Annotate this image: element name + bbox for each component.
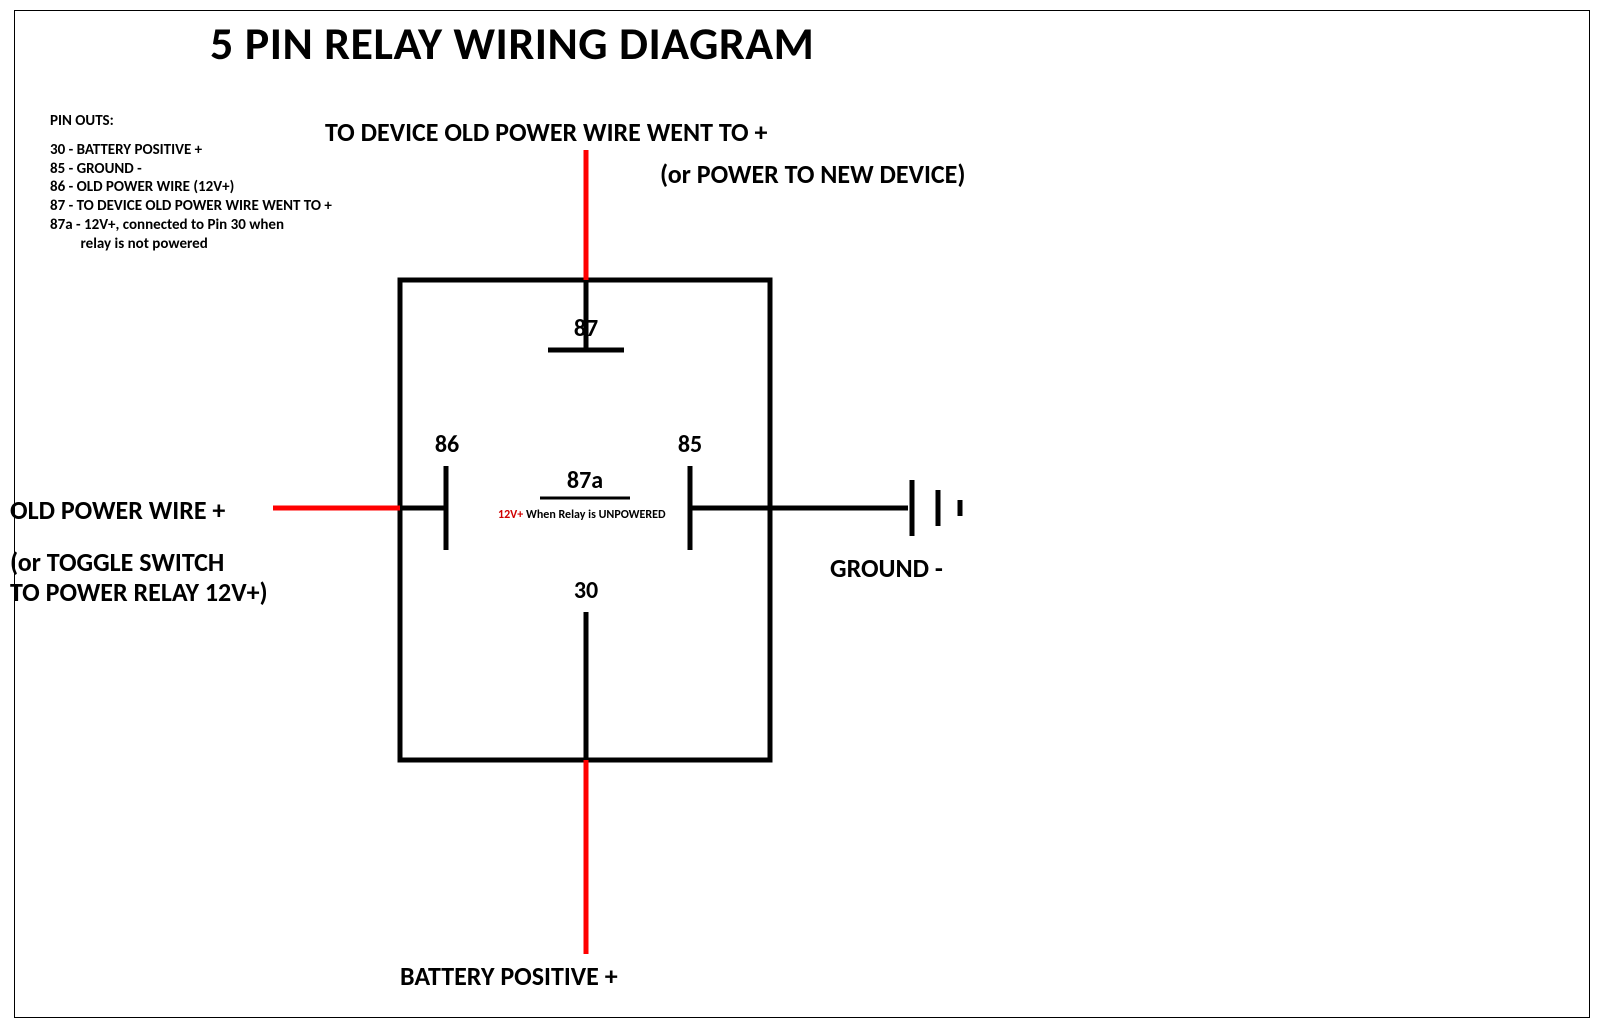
pinout-line: 30 - BATTERY POSITIVE +	[50, 141, 332, 160]
pin-85-label: 85	[660, 430, 720, 459]
top-wire-label: TO DEVICE OLD POWER WIRE WENT TO +	[325, 116, 767, 148]
pinouts-header: PIN OUTS:	[50, 112, 332, 131]
bottom-wire-label: BATTERY POSITIVE +	[400, 960, 618, 992]
pin-87a-note-red: 12V+	[498, 508, 523, 522]
pin-87-label: 87	[556, 314, 616, 343]
diagram-title: 5 PIN RELAY WIRING DIAGRAM	[210, 16, 814, 72]
pinout-line: 87a - 12V+, connected to Pin 30 when	[50, 216, 332, 235]
pin-87a-note: 12V+ When Relay is UNPOWERED	[498, 508, 666, 522]
left-wire-label-alt: (or TOGGLE SWITCH TO POWER RELAY 12V+)	[10, 548, 268, 608]
pinout-line: 85 - GROUND -	[50, 160, 332, 179]
pin-86-label: 86	[417, 430, 477, 459]
top-wire-label-alt: (or POWER TO NEW DEVICE)	[660, 158, 965, 190]
pin-30-label: 30	[556, 576, 616, 605]
pinout-line: 86 - OLD POWER WIRE (12V+)	[50, 178, 332, 197]
pinout-line: 87 - TO DEVICE OLD POWER WIRE WENT TO +	[50, 197, 332, 216]
left-wire-label: OLD POWER WIRE +	[10, 494, 225, 526]
pin-87a-label: 87a	[540, 466, 630, 495]
ground-label: GROUND -	[830, 552, 943, 584]
pinouts-legend: PIN OUTS: 30 - BATTERY POSITIVE + 85 - G…	[50, 112, 332, 253]
pinout-line: relay is not powered	[50, 235, 332, 254]
pin-87a-note-black: When Relay is UNPOWERED	[523, 508, 665, 522]
